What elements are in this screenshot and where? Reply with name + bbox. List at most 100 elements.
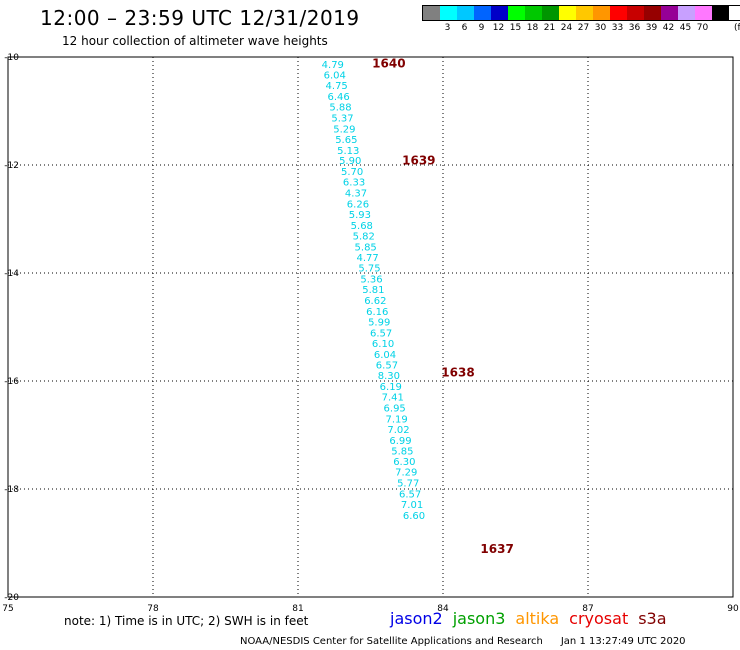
legend-label: 24 — [560, 23, 573, 33]
legend-label: 6 — [461, 23, 468, 33]
satellite-key: jason2 jason3 altika cryosat s3a — [390, 609, 677, 628]
wave-height-label: 4.75 — [326, 81, 348, 92]
lon-tick-label: 90 — [727, 604, 739, 614]
legend-label: 9 — [478, 23, 485, 33]
lon-tick-label: 75 — [2, 604, 13, 614]
legend-swatch — [542, 6, 559, 20]
legend-swatch — [576, 6, 593, 20]
lat-tick-label: -12 — [4, 161, 19, 171]
lon-tick-label: 78 — [147, 604, 159, 614]
legend-label: 45 — [679, 23, 692, 33]
wave-height-label: 5.85 — [355, 243, 377, 254]
lon-tick-label: 87 — [582, 604, 593, 614]
wave-height-label: 8.30 — [378, 371, 400, 382]
legend-label: 70 — [696, 23, 709, 33]
legend-swatch-bar — [422, 5, 740, 21]
wave-height-label: 6.04 — [374, 350, 396, 361]
pass-time-label: 1639 — [402, 154, 435, 168]
wave-height-label: 5.36 — [360, 274, 382, 285]
legend-swatch — [610, 6, 627, 20]
lat-tick-label: -10 — [4, 53, 19, 63]
legend-swatch — [508, 6, 525, 20]
wave-height-label: 5.81 — [362, 285, 384, 296]
pass-time-label: 1640 — [372, 56, 405, 70]
wave-height-label: 5.68 — [351, 221, 373, 232]
legend-label: 21 — [543, 23, 556, 33]
wave-height-label: 5.75 — [358, 264, 380, 275]
legend-label: 30 — [594, 23, 607, 33]
legend-swatch — [678, 6, 695, 20]
lon-tick-label: 81 — [292, 604, 303, 614]
lat-tick-label: -14 — [4, 269, 19, 279]
wave-height-label: 6.57 — [376, 360, 398, 371]
wave-height-label: 5.70 — [341, 167, 363, 178]
wave-height-label: 6.60 — [403, 511, 425, 522]
pass-time-label: 1637 — [480, 542, 513, 556]
wave-height-label: 7.19 — [385, 414, 407, 425]
map-frame — [7, 56, 734, 598]
legend-swatch — [627, 6, 644, 20]
credit-line: NOAA/NESDIS Center for Satellite Applica… — [240, 636, 686, 647]
wave-height-label: 6.33 — [343, 178, 365, 189]
wave-height-label: 5.93 — [349, 210, 371, 221]
legend-swatch — [474, 6, 491, 20]
pass-time-label: 1638 — [441, 365, 474, 379]
wave-height-label: 6.10 — [372, 339, 394, 350]
wave-height-label: 7.02 — [387, 425, 409, 436]
satellite-label: jason2 — [390, 609, 443, 628]
wave-height-label: 6.95 — [384, 403, 406, 414]
legend-swatch — [423, 6, 440, 20]
legend-swatch — [491, 6, 508, 20]
wave-height-label: 5.90 — [339, 156, 361, 167]
satellite-label: s3a — [638, 609, 667, 628]
wave-height-label: 5.85 — [391, 447, 413, 458]
lon-tick-label: 84 — [437, 604, 449, 614]
wave-height-label: 7.01 — [401, 500, 423, 511]
legend-label: 18 — [526, 23, 539, 33]
footnote: note: 1) Time is in UTC; 2) SWH is in fe… — [64, 614, 309, 628]
wave-height-label: 6.04 — [324, 70, 346, 81]
legend-swatch — [593, 6, 610, 20]
credit-text: NOAA/NESDIS Center for Satellite Applica… — [240, 636, 543, 647]
wave-height-label: 6.57 — [370, 328, 392, 339]
legend-swatch — [525, 6, 542, 20]
wave-height-label: 5.82 — [353, 232, 375, 243]
legend-label: 39 — [645, 23, 658, 33]
wave-height-label: 5.65 — [335, 135, 357, 146]
legend-label: 12 — [492, 23, 505, 33]
wave-height-label: 5.37 — [331, 113, 353, 124]
legend-unit: (ft) — [734, 23, 740, 33]
wave-height-label: 6.46 — [327, 92, 349, 103]
lat-tick-label: -18 — [4, 485, 19, 495]
wave-height-label: 5.88 — [329, 103, 351, 114]
wave-height-label: 6.57 — [399, 489, 421, 500]
legend-label: 42 — [662, 23, 675, 33]
legend-swatch — [661, 6, 678, 20]
legend-swatch — [712, 6, 729, 20]
wave-height-label: 7.41 — [382, 393, 404, 404]
legend-swatch — [644, 6, 661, 20]
wave-height-label: 5.13 — [337, 146, 359, 157]
wave-height-label: 5.29 — [333, 124, 355, 135]
map-title: 12:00 – 23:59 UTC 12/31/2019 — [40, 6, 360, 30]
wave-height-label: 6.16 — [366, 307, 388, 318]
wave-height-label: 5.77 — [397, 479, 419, 490]
lat-tick-label: -16 — [4, 377, 19, 387]
lat-tick-label: -20 — [4, 593, 19, 603]
wave-height-label: 4.79 — [322, 60, 344, 71]
wave-height-label: 6.30 — [393, 457, 415, 468]
map-subtitle: 12 hour collection of altimeter wave hei… — [62, 34, 328, 48]
legend-swatch — [457, 6, 474, 20]
legend-label: 33 — [611, 23, 624, 33]
satellite-label: jason3 — [452, 609, 506, 628]
legend-swatch — [440, 6, 457, 20]
wave-height-label: 6.26 — [347, 199, 369, 210]
legend-label: 36 — [628, 23, 641, 33]
wave-height-label: 6.19 — [380, 382, 402, 393]
wave-height-label: 6.62 — [364, 296, 386, 307]
wave-height-label: 4.37 — [345, 189, 367, 200]
legend-label: 15 — [509, 23, 522, 33]
